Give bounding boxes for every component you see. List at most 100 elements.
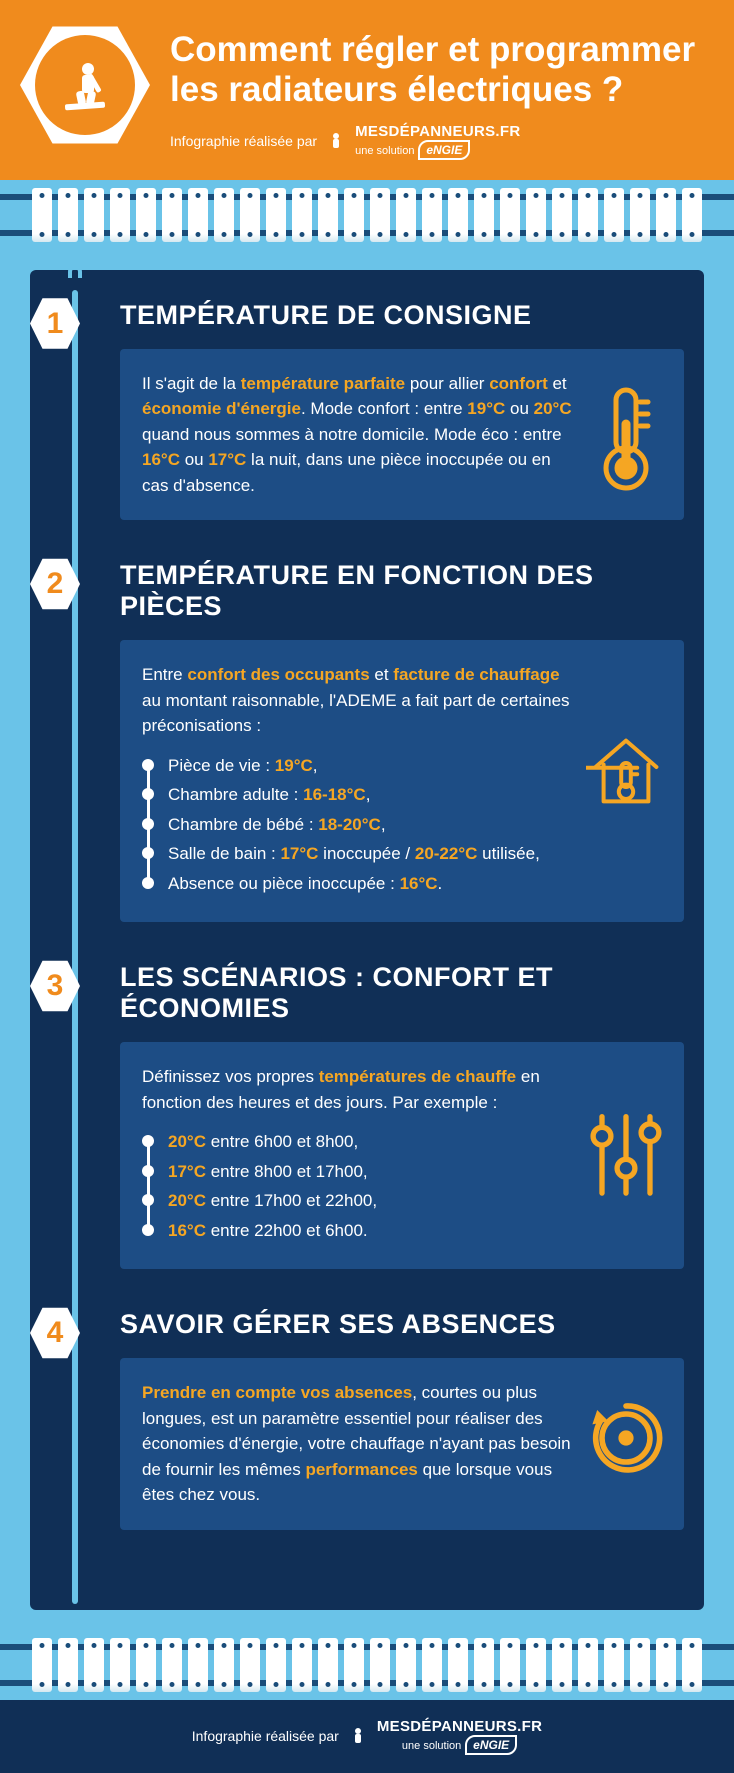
- header-credit: Infographie réalisée par MESDÉPANNEURS.F…: [170, 123, 704, 160]
- section-3: 3LES SCÉNARIOS : CONFORT ET ÉCONOMIESDéf…: [120, 962, 684, 1269]
- footer-brand-name: MESDÉPANNEURS.FR: [377, 1718, 542, 1735]
- footer-brand-subtitle: une solution: [402, 1740, 461, 1752]
- page-title: Comment régler et programmer les radiate…: [170, 30, 704, 111]
- house-thermometer-icon: [586, 731, 666, 831]
- text-span: Chambre de bébé :: [168, 815, 318, 834]
- text-span: 17°C: [208, 450, 246, 469]
- text-span: 19°C: [275, 756, 313, 775]
- section-body: Prendre en compte vos absences, courtes …: [120, 1358, 684, 1530]
- text-span: 17°C: [168, 1162, 206, 1181]
- text-span: 20°C: [168, 1191, 206, 1210]
- header: Comment régler et programmer les radiate…: [0, 0, 734, 180]
- brand-subtitle: une solution: [355, 145, 414, 157]
- text-span: entre 17h00 et 22h00,: [206, 1191, 377, 1210]
- list-item: 17°C entre 8h00 et 17h00,: [142, 1159, 574, 1185]
- worker-wrench-icon: [55, 55, 115, 115]
- text-span: confort: [489, 374, 548, 393]
- bullet-list: Pièce de vie : 19°C,Chambre adulte : 16-…: [142, 753, 574, 897]
- radiator-divider-bottom: [0, 1630, 734, 1700]
- bullet-list: 20°C entre 6h00 et 8h00,17°C entre 8h00 …: [142, 1129, 574, 1243]
- text-span: Entre: [142, 665, 187, 684]
- text-span: .: [438, 874, 443, 893]
- text-span: quand nous sommes à notre domicile. Mode…: [142, 425, 562, 444]
- text-span: 20-22°C: [415, 844, 478, 863]
- list-item: Pièce de vie : 19°C,: [142, 753, 574, 779]
- section-title: TEMPÉRATURE EN FONCTION DES PIÈCES: [120, 560, 684, 622]
- section-title: TEMPÉRATURE DE CONSIGNE: [120, 300, 684, 331]
- text-span: 16°C: [142, 450, 180, 469]
- list-item: Chambre adulte : 16-18°C,: [142, 782, 574, 808]
- content-panel: 1TEMPÉRATURE DE CONSIGNEIl s'agit de la …: [30, 270, 704, 1610]
- list-item: 20°C entre 6h00 et 8h00,: [142, 1129, 574, 1155]
- text-span: pour allier: [405, 374, 489, 393]
- radiator-divider-top: [0, 180, 734, 250]
- text-span: 16°C: [400, 874, 438, 893]
- text-span: ,: [366, 785, 371, 804]
- text-span: inoccupée /: [318, 844, 414, 863]
- text-span: confort des occupants: [187, 665, 369, 684]
- footer-credit-prefix: Infographie réalisée par: [192, 1728, 339, 1744]
- text-span: facture de chauffage: [393, 665, 559, 684]
- text-span: au montant raisonnable, l'ADEME a fait p…: [142, 691, 570, 736]
- footer: Infographie réalisée par MESDÉPANNEURS.F…: [0, 1700, 734, 1773]
- text-span: utilisée,: [477, 844, 539, 863]
- section-title: LES SCÉNARIOS : CONFORT ET ÉCONOMIES: [120, 962, 684, 1024]
- text-span: Absence ou pièce inoccupée :: [168, 874, 400, 893]
- text-span: ,: [381, 815, 386, 834]
- text-span: et: [548, 374, 567, 393]
- text-span: 18-20°C: [318, 815, 381, 834]
- text-span: ou: [180, 450, 208, 469]
- text-span: 16°C: [168, 1221, 206, 1240]
- brand-name: MESDÉPANNEURS.FR: [355, 123, 520, 140]
- clock-arrow-icon: [586, 1394, 666, 1494]
- text-span: Pièce de vie :: [168, 756, 275, 775]
- section-body: Définissez vos propres températures de c…: [120, 1042, 684, 1269]
- section-body: Entre confort des occupants et facture d…: [120, 640, 684, 922]
- main: 1TEMPÉRATURE DE CONSIGNEIl s'agit de la …: [0, 250, 734, 1630]
- text-span: entre 8h00 et 17h00,: [206, 1162, 368, 1181]
- text-span: Définissez vos propres: [142, 1067, 319, 1086]
- text-span: 16-18°C: [303, 785, 366, 804]
- section-paragraph: Il s'agit de la température parfaite pou…: [142, 371, 574, 499]
- section-intro: Définissez vos propres températures de c…: [142, 1064, 574, 1115]
- text-span: Prendre en compte vos absences: [142, 1383, 412, 1402]
- text-span: . Mode confort : entre: [301, 399, 467, 418]
- section-title: SAVOIR GÉRER SES ABSENCES: [120, 1309, 684, 1340]
- section-4: 4SAVOIR GÉRER SES ABSENCESPrendre en com…: [120, 1309, 684, 1530]
- brand-logo-icon: [325, 130, 347, 152]
- brand-parent: eNGIE: [418, 140, 470, 160]
- credit-prefix: Infographie réalisée par: [170, 133, 317, 149]
- text-span: températures de chauffe: [319, 1067, 516, 1086]
- section-intro: Entre confort des occupants et facture d…: [142, 662, 574, 739]
- list-item: Chambre de bébé : 18-20°C,: [142, 812, 574, 838]
- list-item: 16°C entre 22h00 et 6h00.: [142, 1218, 574, 1244]
- text-span: 20°C: [534, 399, 572, 418]
- text-span: et: [370, 665, 394, 684]
- list-item: Salle de bain : 17°C inoccupée / 20-22°C…: [142, 841, 574, 867]
- text-span: Il s'agit de la: [142, 374, 241, 393]
- section-body: Il s'agit de la température parfaite pou…: [120, 349, 684, 521]
- text-span: 19°C: [467, 399, 505, 418]
- text-span: ou: [505, 399, 533, 418]
- section-paragraph: Prendre en compte vos absences, courtes …: [142, 1380, 574, 1508]
- text-span: ,: [313, 756, 318, 775]
- text-span: performances: [305, 1460, 417, 1479]
- list-item: 20°C entre 17h00 et 22h00,: [142, 1188, 574, 1214]
- section-2: 2TEMPÉRATURE EN FONCTION DES PIÈCESEntre…: [120, 560, 684, 922]
- thermometer-icon: [586, 384, 666, 484]
- footer-brand-parent: eNGIE: [465, 1735, 517, 1755]
- sliders-icon: [586, 1106, 666, 1206]
- timeline-wrench: [70, 264, 80, 1630]
- text-span: entre 22h00 et 6h00.: [206, 1221, 368, 1240]
- section-1: 1TEMPÉRATURE DE CONSIGNEIl s'agit de la …: [120, 300, 684, 521]
- text-span: 17°C: [280, 844, 318, 863]
- text-span: économie d'énergie: [142, 399, 301, 418]
- text-span: Chambre adulte :: [168, 785, 303, 804]
- header-hex-badge: [20, 20, 150, 150]
- text-span: entre 6h00 et 8h00,: [206, 1132, 358, 1151]
- list-item: Absence ou pièce inoccupée : 16°C.: [142, 871, 574, 897]
- text-span: 20°C: [168, 1132, 206, 1151]
- brand-logo-icon: [347, 1725, 369, 1747]
- text-span: température parfaite: [241, 374, 405, 393]
- text-span: Salle de bain :: [168, 844, 280, 863]
